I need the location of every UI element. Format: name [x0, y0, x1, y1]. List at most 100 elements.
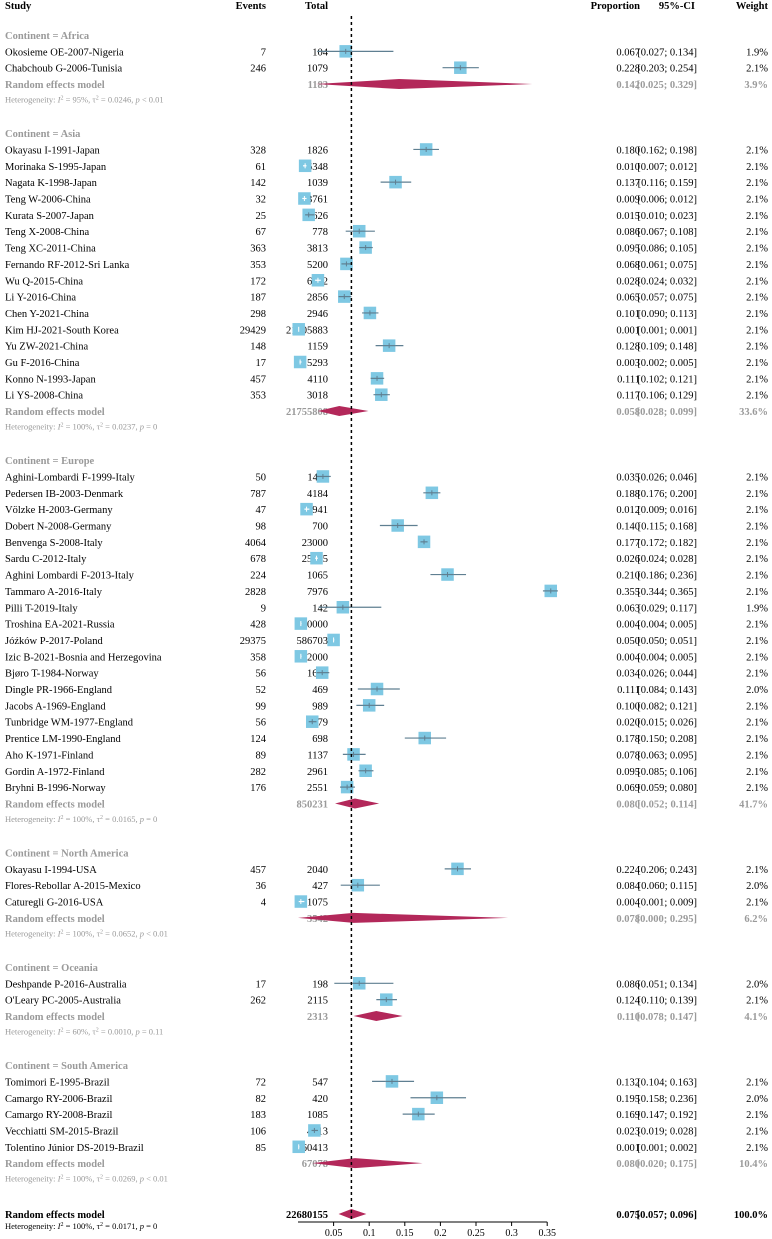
study-events: 4064 — [245, 538, 267, 549]
subgroup-heterogeneity: Heterogeneity: I2 = 100%, τ2 = 0.0269, p… — [5, 1174, 168, 1184]
study-total: 104 — [312, 47, 329, 58]
header-total: Total — [305, 1, 328, 12]
study-weight: 2.1% — [746, 1143, 768, 1154]
study-ci: [0.063; 0.095] — [637, 750, 697, 761]
study-name: Dingle PR-1966-England — [5, 685, 113, 696]
study-name: Völzke H-2003-Germany — [5, 505, 113, 516]
study-total: 1626 — [307, 211, 328, 222]
study-total: 1075 — [307, 898, 328, 909]
study-weight: 2.1% — [746, 391, 768, 402]
study-weight: 2.1% — [746, 309, 768, 320]
study-weight: 2.1% — [746, 587, 768, 598]
subgroup-diamond — [317, 406, 369, 417]
subgroup-re-ci: [0.028; 0.099] — [637, 407, 697, 418]
study-name: Kim HJ-2021-South Korea — [5, 325, 119, 336]
study-events: 224 — [250, 571, 267, 582]
subgroup-re-label: Random effects model — [5, 1012, 105, 1023]
subgroup-heterogeneity: Heterogeneity: I2 = 100%, τ2 = 0.0237, p… — [5, 421, 157, 431]
study-total: 7976 — [307, 587, 328, 598]
study-name: Tomimori E-1995-Brazil — [5, 1077, 110, 1088]
header-proportion: Proportion — [591, 1, 641, 12]
study-weight: 2.1% — [746, 734, 768, 745]
study-weight: 2.1% — [746, 325, 768, 336]
subgroup-re-total: 67078 — [302, 1159, 328, 1170]
study-name: Flores-Rebollar A-2015-Mexico — [5, 881, 141, 892]
study-total: 5200 — [307, 260, 328, 271]
study-total: 198 — [312, 979, 328, 990]
study-events: 61 — [256, 162, 267, 173]
study-events: 183 — [250, 1110, 266, 1121]
study-name: Jacobs A-1969-England — [5, 701, 106, 712]
study-events: 172 — [250, 276, 266, 287]
study-name: Tunbridge WM-1977-England — [5, 718, 134, 729]
subgroup-diamond — [312, 1158, 423, 1169]
study-total: 2856 — [307, 293, 328, 304]
study-events: 148 — [250, 342, 266, 353]
study-total: 586703 — [297, 636, 329, 647]
study-events: 246 — [250, 64, 266, 75]
study-proportion: 0.004 — [616, 898, 640, 909]
study-ci: [0.084; 0.143] — [637, 685, 697, 696]
study-total: 2115 — [307, 996, 328, 1007]
study-events: 50 — [256, 472, 267, 483]
study-name: Nagata K-1998-Japan — [5, 178, 98, 189]
study-weight: 2.1% — [746, 178, 768, 189]
study-events: 89 — [256, 750, 267, 761]
study-name: Dobert N-2008-Germany — [5, 522, 112, 533]
study-weight: 2.1% — [746, 620, 768, 631]
study-proportion: 0.086 — [616, 979, 640, 990]
study-ci: [0.176; 0.200] — [637, 489, 697, 500]
study-events: 17 — [256, 979, 267, 990]
study-events: 32 — [256, 195, 267, 206]
study-total: 6348 — [307, 162, 328, 173]
study-total: 23000 — [302, 538, 328, 549]
study-name: Pedersen IB-2003-Denmark — [5, 489, 124, 500]
study-ci: [0.027; 0.134] — [637, 47, 697, 58]
study-name: Aghini-Lombardi F-1999-Italy — [5, 472, 136, 483]
subgroup-re-ci: [0.052; 0.114] — [637, 799, 697, 810]
study-weight: 2.1% — [746, 227, 768, 238]
study-proportion: 0.010 — [616, 162, 640, 173]
study-ci: [0.015; 0.026] — [637, 718, 697, 729]
study-events: 176 — [250, 783, 266, 794]
study-events: 85 — [256, 1143, 267, 1154]
subgroup-re-proportion: 0.080 — [616, 799, 640, 810]
study-events: 363 — [250, 244, 266, 255]
study-events: 25 — [256, 211, 267, 222]
study-events: 29375 — [240, 636, 266, 647]
study-weight: 2.1% — [746, 489, 768, 500]
study-proportion: 0.084 — [616, 881, 640, 892]
study-weight: 2.1% — [746, 636, 768, 647]
study-name: Benvenga S-2008-Italy — [5, 538, 103, 549]
study-proportion: 0.009 — [616, 195, 640, 206]
study-weight: 2.1% — [746, 195, 768, 206]
study-proportion: 0.026 — [616, 554, 640, 565]
overall-re-label: Random effects model — [5, 1210, 105, 1221]
study-proportion: 0.001 — [616, 1143, 640, 1154]
study-proportion: 0.001 — [616, 325, 640, 336]
study-events: 56 — [256, 669, 267, 680]
header-study: Study — [5, 1, 32, 12]
study-total: 547 — [312, 1077, 328, 1088]
study-ci: [0.004; 0.005] — [637, 620, 697, 631]
study-events: 9 — [261, 603, 266, 614]
subgroup-re-total: 21755808 — [286, 407, 328, 418]
study-name: Teng XC-2011-China — [5, 244, 96, 255]
study-total: 469 — [312, 685, 328, 696]
group-label: Continent = North America — [5, 849, 129, 860]
study-events: 124 — [250, 734, 267, 745]
subgroup-re-weight: 10.4% — [739, 1159, 768, 1170]
study-weight: 2.1% — [746, 718, 768, 729]
study-ci: [0.061; 0.075] — [637, 260, 697, 271]
study-events: 358 — [250, 652, 266, 663]
study-proportion: 0.228 — [616, 64, 640, 75]
subgroup-diamond — [315, 79, 533, 90]
study-total: 1079 — [307, 64, 328, 75]
study-proportion: 0.140 — [616, 522, 640, 533]
study-ci: [0.147; 0.192] — [637, 1110, 697, 1121]
study-ci: [0.004; 0.005] — [637, 652, 697, 663]
study-ci: [0.060; 0.115] — [638, 881, 697, 892]
study-ci: [0.090; 0.113] — [638, 309, 697, 320]
study-name: Bjøro T-1984-Norway — [5, 669, 99, 680]
